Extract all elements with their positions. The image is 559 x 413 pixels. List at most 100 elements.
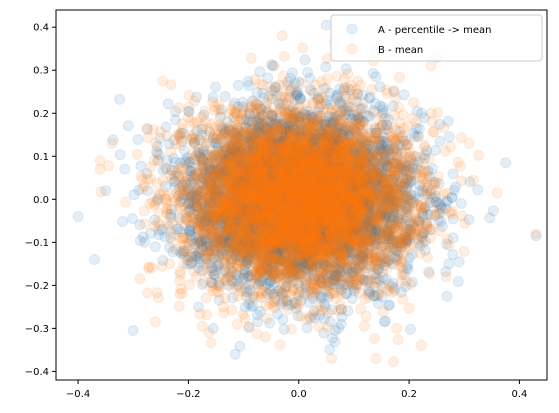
data-point (388, 195, 400, 207)
data-point (289, 153, 301, 165)
data-point (272, 154, 283, 165)
data-point (326, 130, 338, 142)
data-point (380, 255, 392, 267)
data-point (298, 233, 310, 245)
data-point (336, 174, 348, 186)
data-point (172, 212, 184, 224)
data-point (277, 225, 289, 237)
data-point (304, 170, 316, 182)
data-point (273, 238, 285, 250)
data-point (370, 71, 382, 83)
data-point (283, 121, 295, 133)
data-point (277, 201, 288, 212)
data-point (346, 182, 358, 194)
data-point (334, 172, 346, 184)
data-point (281, 209, 293, 221)
data-point (267, 258, 279, 270)
data-point (281, 238, 293, 250)
data-point (330, 197, 342, 209)
data-point (288, 201, 300, 213)
data-point (229, 221, 241, 233)
data-point (233, 131, 245, 143)
data-point (221, 249, 233, 261)
data-point (122, 120, 134, 132)
data-point (261, 156, 273, 168)
data-point (266, 190, 278, 202)
data-point (306, 112, 318, 124)
data-point (403, 160, 415, 172)
data-point (295, 151, 307, 163)
data-point (232, 214, 244, 226)
data-point (362, 200, 374, 212)
data-point (212, 164, 224, 176)
data-point (167, 246, 179, 258)
data-point (331, 185, 342, 197)
data-point (405, 175, 417, 186)
data-point (119, 163, 131, 175)
data-point (245, 269, 257, 281)
data-point (323, 178, 334, 190)
data-point (349, 179, 361, 191)
data-point (303, 271, 315, 283)
data-point (251, 115, 263, 127)
data-point (487, 205, 499, 217)
data-point (321, 94, 333, 106)
data-point (244, 229, 256, 241)
data-point (279, 118, 291, 130)
data-point (280, 152, 292, 164)
data-point (114, 149, 126, 161)
data-point (267, 157, 279, 169)
data-point (300, 270, 312, 282)
data-point (262, 156, 274, 167)
data-point (149, 241, 161, 253)
data-point (293, 112, 305, 124)
series-a-points (72, 19, 542, 360)
data-point (318, 186, 329, 198)
data-point (282, 76, 294, 88)
data-point (273, 182, 285, 194)
data-point (275, 189, 287, 201)
data-point (277, 238, 289, 250)
data-point (360, 233, 372, 245)
data-point (298, 219, 310, 231)
data-point (300, 105, 312, 117)
data-point (404, 170, 416, 182)
data-point (331, 239, 343, 251)
data-point (361, 228, 373, 240)
data-point (349, 200, 360, 212)
data-point (353, 223, 365, 235)
data-point (132, 134, 144, 145)
data-point (298, 182, 310, 194)
data-point (335, 318, 347, 330)
data-point (455, 198, 467, 209)
data-point (257, 230, 269, 242)
data-point (278, 250, 290, 261)
data-point (289, 172, 301, 184)
data-point (437, 220, 448, 232)
data-point (162, 98, 174, 110)
data-point (340, 90, 352, 102)
data-point (224, 222, 236, 234)
data-point (300, 112, 312, 124)
data-point (268, 223, 280, 235)
data-point (298, 180, 310, 191)
data-point (290, 302, 302, 314)
data-point (267, 265, 278, 277)
data-point (367, 201, 379, 213)
data-point (287, 113, 298, 124)
data-point (350, 200, 362, 212)
data-point (396, 166, 407, 178)
data-point (280, 240, 292, 251)
data-point (339, 248, 351, 259)
data-point (326, 139, 338, 151)
data-point (336, 243, 348, 255)
data-point (309, 133, 321, 145)
data-point (278, 232, 290, 244)
data-point (399, 192, 411, 204)
data-point (340, 179, 352, 190)
data-point (284, 170, 296, 182)
data-point (295, 191, 306, 203)
data-point (358, 178, 370, 190)
data-point (441, 290, 453, 302)
